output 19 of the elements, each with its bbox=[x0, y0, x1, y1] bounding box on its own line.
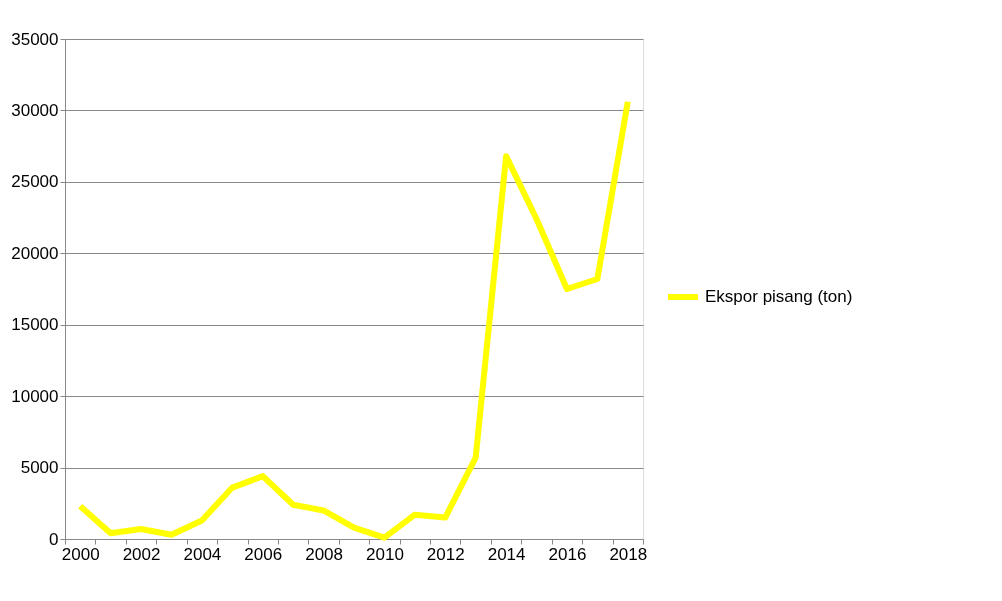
x-tick-label: 2008 bbox=[305, 544, 343, 564]
x-tick-label: 2002 bbox=[122, 544, 161, 564]
x-tick-label: 2010 bbox=[366, 544, 404, 564]
x-tick-label: 2012 bbox=[426, 544, 465, 564]
y-tick-label: 20000 bbox=[11, 243, 59, 263]
y-tick-label: 0 bbox=[49, 529, 59, 549]
y-tick-label: 25000 bbox=[11, 172, 59, 192]
x-tick-label: 2006 bbox=[244, 544, 283, 564]
y-tick-label: 15000 bbox=[11, 315, 59, 335]
y-tick-label: 10000 bbox=[11, 386, 59, 406]
y-tick-label: 35000 bbox=[11, 29, 59, 49]
y-tick-label: 30000 bbox=[11, 100, 59, 120]
y-tick-label: 5000 bbox=[20, 458, 59, 478]
x-tick-label: 2014 bbox=[487, 544, 526, 564]
x-tick-label: 2016 bbox=[548, 544, 587, 564]
legend-label: Ekspor pisang (ton) bbox=[705, 287, 853, 306]
x-tick-label: 2018 bbox=[609, 544, 648, 564]
x-tick-label: 2000 bbox=[61, 544, 100, 564]
x-tick-label: 2004 bbox=[183, 544, 222, 564]
